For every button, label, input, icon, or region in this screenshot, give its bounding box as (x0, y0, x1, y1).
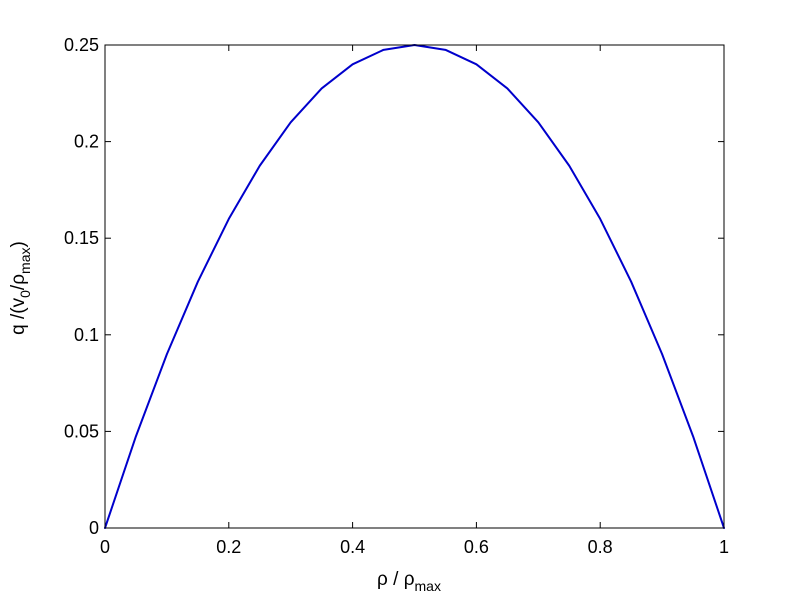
x-axis-label-subscript: max (415, 578, 441, 594)
y-tick-label: 0.25 (64, 35, 99, 55)
y-axis-label-part1: q /(v (8, 297, 29, 334)
tick-labels: 0 0.2 0.4 0.6 0.8 1 0 0.05 0.1 0.15 0.2 0.25 (64, 35, 729, 557)
x-axis-label-main: ρ / ρ (377, 569, 415, 590)
y-tick-label: 0.15 (64, 228, 99, 248)
y-axis-label-part2: /ρ (8, 274, 29, 290)
x-tick-label: 0.2 (216, 537, 241, 557)
x-axis-label: ρ / ρmax (377, 569, 441, 594)
x-tick-label: 1 (719, 537, 729, 557)
y-tick-label: 0 (89, 518, 99, 538)
x-tick-label: 0.6 (464, 537, 489, 557)
y-axis-label: q /(v0/ρmax) (8, 241, 33, 335)
y-axis-label-part3: ) (8, 241, 29, 247)
x-tick-label: 0 (100, 537, 110, 557)
y-axis-label-sub2: max (17, 248, 33, 274)
y-tick-label: 0.1 (74, 325, 99, 345)
y-axis-label-sub1: 0 (17, 290, 33, 298)
y-tick-label: 0.2 (74, 132, 99, 152)
x-tick-label: 0.4 (340, 537, 365, 557)
x-tick-label: 0.8 (588, 537, 613, 557)
plot-frame (104, 44, 725, 529)
y-tick-label: 0.05 (64, 421, 99, 441)
